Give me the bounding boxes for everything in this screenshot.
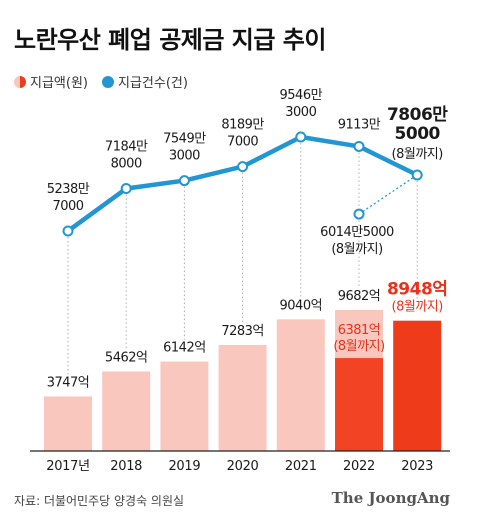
x-tick-label: 2019 — [168, 459, 200, 474]
count-value-label: 7806만 — [387, 105, 448, 125]
bar-value-label: 9682억 — [338, 289, 381, 304]
legend-item-amount: 지급액(원) — [14, 72, 88, 91]
partial-connector-line — [358, 174, 418, 215]
legend-item-count: 지급건수(건) — [101, 72, 188, 91]
bar-2019 — [160, 361, 209, 451]
count-point — [411, 169, 423, 181]
x-tick-label: 2018 — [110, 459, 142, 474]
count-value-label: 3000 — [285, 105, 316, 120]
bar-partial-2022-value: 6381억 — [338, 323, 381, 338]
count-value-label: 9113만 — [338, 117, 381, 132]
legend-label-count: 지급건수(건) — [117, 76, 188, 91]
count-partial-2022-note: (8월까지) — [331, 242, 382, 257]
count-point — [120, 183, 132, 195]
count-value-label: 7184만 — [105, 140, 148, 155]
chart-title: 노란우산 폐업 공제금 지급 추이 — [14, 26, 326, 54]
bar-2018 — [102, 371, 151, 451]
count-value-label: 8000 — [111, 157, 142, 172]
count-partial-2022-value: 6014만5000 — [320, 225, 394, 240]
count-point-2022-partial — [353, 208, 365, 220]
count-value-label: 8189만 — [221, 118, 264, 133]
count-value-label: 7000 — [227, 135, 258, 150]
bar-value-label: 6142억 — [163, 341, 206, 356]
x-tick-label: 2021 — [285, 459, 317, 474]
bar-value-label: 3747억 — [47, 375, 90, 390]
count-point — [353, 140, 365, 152]
bar-value-label: 7283억 — [221, 324, 264, 339]
bar-2021 — [276, 319, 325, 451]
x-tick-label: 2017년 — [46, 459, 90, 474]
bar-value-label: 8948억 — [387, 280, 447, 300]
source-note: 자료: 더불어민주당 양경숙 의원실 — [14, 494, 185, 508]
bar-value-label: 5462억 — [105, 350, 148, 365]
count-value-label: 5000 — [395, 124, 441, 144]
count-point — [295, 131, 307, 143]
bar-2022-partial — [335, 358, 383, 451]
count-point — [237, 161, 249, 173]
dot-icon — [101, 75, 114, 88]
count-point — [62, 225, 74, 237]
bar-note-2023: (8월까지) — [392, 300, 443, 315]
x-tick-label: 2023 — [401, 459, 433, 474]
bar-2017년 — [44, 396, 92, 451]
count-value-label: 7549만 — [163, 132, 206, 147]
legend: 지급액(원) 지급건수(건) — [14, 72, 202, 91]
x-tick-label: 2020 — [227, 459, 259, 474]
bar-2023 — [393, 320, 442, 451]
count-point — [178, 175, 190, 187]
legend-label-amount: 지급액(원) — [30, 76, 88, 91]
count-value-label: 9546만 — [280, 88, 323, 103]
count-value-label: 7000 — [52, 199, 83, 214]
count-value-label: 5238만 — [47, 182, 90, 197]
half-circle-icon — [14, 75, 26, 88]
count-value-label: 3000 — [169, 149, 200, 164]
brand-logo: The JoongAng — [331, 489, 450, 507]
bar-value-label: 9040억 — [280, 298, 323, 313]
x-tick-label: 2022 — [343, 459, 375, 474]
bar-2020 — [218, 344, 267, 451]
count-note-2023: (8월까지) — [392, 147, 443, 162]
bar-partial-2022-note: (8월까지) — [333, 339, 384, 354]
